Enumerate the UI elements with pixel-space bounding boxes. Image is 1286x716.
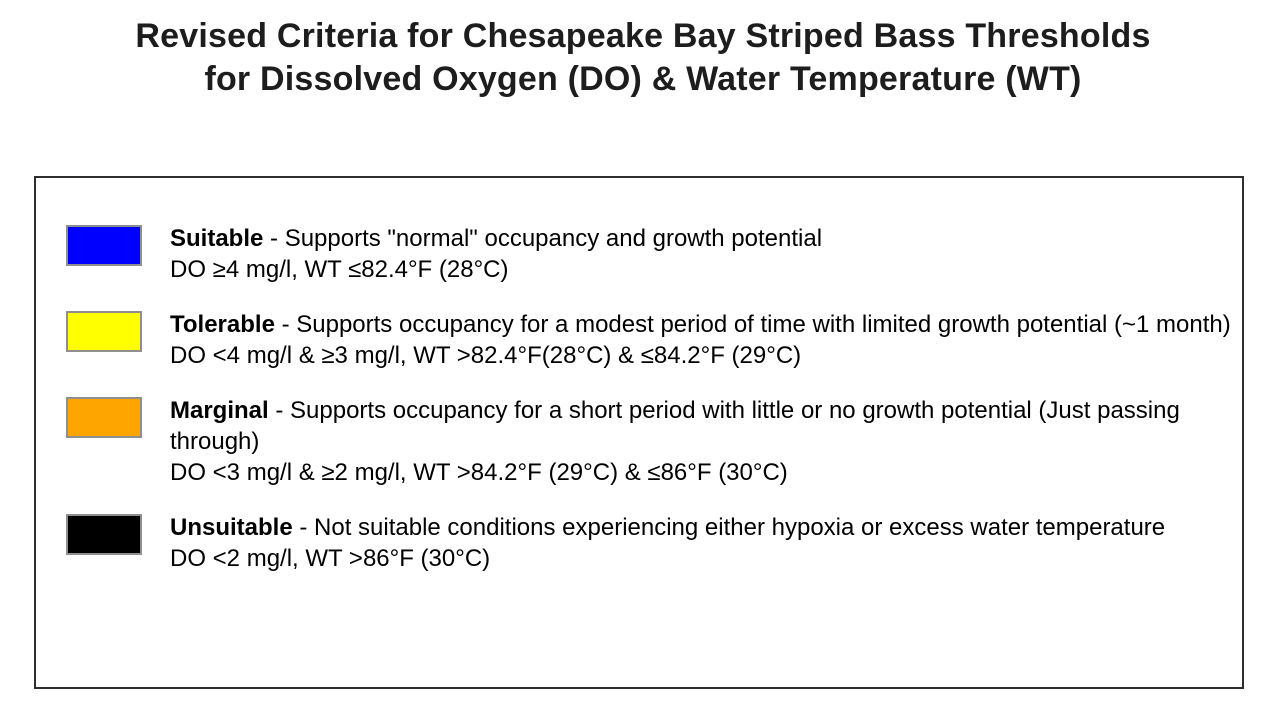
page-title-line-2: for Dissolved Oxygen (DO) & Water Temper… (204, 60, 1082, 98)
legend-item-description: Suitable - Supports "normal" occupancy a… (170, 223, 822, 254)
legend-item-description: Unsuitable - Not suitable conditions exp… (170, 512, 1165, 543)
legend-item-criteria: DO <2 mg/l, WT >86°F (30°C) (170, 545, 491, 572)
legend-item-text: Tolerable - Supports occupancy for a mod… (170, 309, 1231, 371)
description-text: Supports occupancy for a short period wi… (170, 397, 1180, 455)
legend-item-text: Unsuitable - Not suitable conditions exp… (170, 512, 1165, 574)
label-separator: - (292, 514, 315, 541)
legend-item-label: Unsuitable (170, 514, 293, 541)
legend-item-text: Suitable - Supports "normal" occupancy a… (170, 223, 822, 285)
legend-item-criteria: DO <3 mg/l & ≥2 mg/l, WT >84.2°F (29°C) … (170, 459, 788, 486)
legend-item-description: Tolerable - Supports occupancy for a mod… (170, 309, 1231, 340)
color-swatch-unsuitable (66, 514, 142, 555)
legend-item-marginal: Marginal - Supports occupancy for a shor… (66, 395, 1242, 488)
legend-item-suitable: Suitable - Supports "normal" occupancy a… (66, 223, 1242, 285)
page-title: Revised Criteria for Chesapeake Bay Stri… (0, 15, 1286, 101)
label-separator: - (274, 311, 297, 338)
legend-entries: Suitable - Supports "normal" occupancy a… (36, 178, 1242, 574)
legend-item-criteria: DO <4 mg/l & ≥3 mg/l, WT >82.4°F(28°C) &… (170, 342, 802, 369)
label-separator: - (268, 397, 291, 424)
color-swatch-suitable (66, 225, 142, 266)
description-text: Supports occupancy for a modest period o… (296, 311, 1231, 338)
legend-item-text: Marginal - Supports occupancy for a shor… (170, 395, 1232, 488)
description-text: Not suitable conditions experiencing eit… (314, 514, 1166, 541)
description-text: Supports "normal" occupancy and growth p… (284, 225, 823, 252)
color-swatch-tolerable (66, 311, 142, 352)
legend-item-tolerable: Tolerable - Supports occupancy for a mod… (66, 309, 1242, 371)
legend-item-description: Marginal - Supports occupancy for a shor… (170, 395, 1232, 457)
legend-item-label: Marginal (170, 397, 269, 424)
legend-box: Suitable - Supports "normal" occupancy a… (34, 176, 1244, 689)
label-separator: - (263, 225, 285, 252)
legend-item-criteria: DO ≥4 mg/l, WT ≤82.4°F (28°C) (170, 256, 509, 283)
page-title-line-1: Revised Criteria for Chesapeake Bay Stri… (135, 17, 1151, 55)
legend-item-unsuitable: Unsuitable - Not suitable conditions exp… (66, 512, 1242, 574)
legend-item-label: Tolerable (170, 311, 275, 338)
legend-item-label: Suitable (170, 225, 264, 252)
color-swatch-marginal (66, 397, 142, 438)
